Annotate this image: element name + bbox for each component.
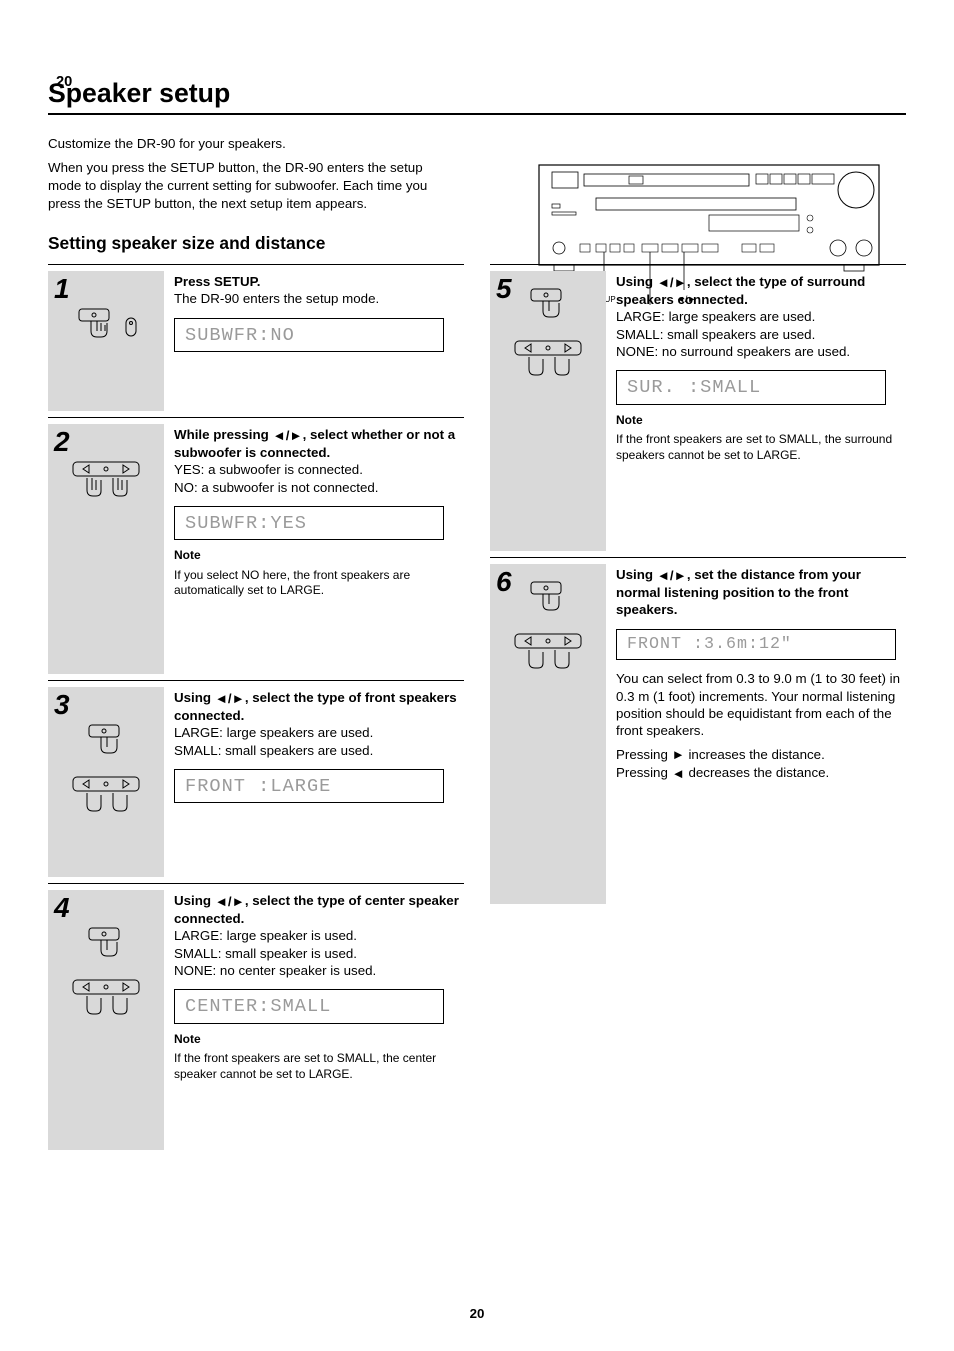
step-1: 1 Press SETU bbox=[48, 264, 464, 411]
step-2-body1: YES: a subwoofer is connected. bbox=[174, 461, 464, 478]
press-hand-icon bbox=[73, 305, 119, 351]
step-3-body2: SMALL: small speakers are used. bbox=[174, 742, 464, 759]
step-4-left: 4 bbox=[48, 890, 164, 1150]
step-5-body2: SMALL: small speakers are used. bbox=[616, 326, 906, 343]
intro-line2: When you press the SETUP button, the DR-… bbox=[48, 159, 458, 213]
step-6-body3-post: decreases the distance. bbox=[685, 765, 829, 780]
arrow-buttons-hands-icon bbox=[67, 976, 145, 1032]
press-hand-icon bbox=[83, 924, 129, 970]
press-hand-icon bbox=[83, 721, 129, 767]
left-right-arrow-icon: ◄/► bbox=[657, 567, 687, 584]
step-3-display: FRONT :LARGE bbox=[174, 769, 444, 803]
step-6-title-pre: Using bbox=[616, 567, 657, 582]
left-right-arrow-icon: ◄/► bbox=[215, 893, 245, 910]
step-4-title-pre: Using bbox=[174, 893, 215, 908]
page-number-top: 20 bbox=[56, 74, 72, 90]
step-6-body: Using ◄/►, set the distance from your no… bbox=[606, 564, 906, 904]
step-4-note-body: If the front speakers are set to SMALL, … bbox=[174, 1051, 464, 1082]
left-column: 1 Press SETU bbox=[48, 264, 464, 1156]
step-4: 4 bbox=[48, 883, 464, 1150]
right-column: 5 bbox=[490, 264, 906, 1156]
step-2-note-body: If you select NO here, the front speaker… bbox=[174, 568, 464, 599]
right-arrow-icon: ► bbox=[672, 746, 685, 763]
device-arrows-label: ◄/► bbox=[676, 294, 696, 304]
press-hand-icon bbox=[525, 578, 571, 624]
step-4-body2: SMALL: small speaker is used. bbox=[174, 945, 464, 962]
step-3-title-pre: Using bbox=[174, 690, 215, 705]
step-1-number: 1 bbox=[54, 273, 70, 305]
arrow-buttons-hands-icon bbox=[67, 458, 145, 514]
step-2-note-label: Note bbox=[174, 548, 201, 562]
intro-block: Customize the DR-90 for your speakers. W… bbox=[48, 135, 458, 213]
step-1-title: Press SETUP. bbox=[174, 274, 260, 289]
step-2-body: While pressing ◄/►, select whether or no… bbox=[164, 424, 464, 674]
step-4-body1: LARGE: large speaker is used. bbox=[174, 927, 464, 944]
step-4-body: Using ◄/►, select the type of center spe… bbox=[164, 890, 464, 1150]
step-1-body: Press SETUP. The DR-90 enters the setup … bbox=[164, 271, 464, 411]
step-5-display: SUR. :SMALL bbox=[616, 370, 886, 404]
page-number-bottom: 20 bbox=[470, 1306, 485, 1321]
page-title: Speaker setup bbox=[48, 78, 906, 109]
step-2: 2 While bbox=[48, 417, 464, 674]
step-6-number: 6 bbox=[496, 566, 512, 598]
step-5-note-body: If the front speakers are set to SMALL, … bbox=[616, 432, 906, 463]
columns: 1 Press SETU bbox=[48, 264, 906, 1156]
step-3-left: 3 bbox=[48, 687, 164, 877]
step-5-left: 5 bbox=[490, 271, 606, 551]
step-1-text: The DR-90 enters the setup mode. bbox=[174, 290, 464, 307]
step-6-display: FRONT :3.6m:12" bbox=[616, 629, 896, 661]
step-4-number: 4 bbox=[54, 892, 70, 924]
arrow-buttons-hands-icon bbox=[509, 630, 587, 686]
step-6-left: 6 bbox=[490, 564, 606, 904]
step-6: 6 bbox=[490, 557, 906, 904]
step-3-body1: LARGE: large speakers are used. bbox=[174, 724, 464, 741]
arrow-buttons-hands-icon bbox=[509, 337, 587, 393]
left-right-arrow-icon: ◄/► bbox=[273, 427, 303, 444]
step-3-number: 3 bbox=[54, 689, 70, 721]
step-6-body1: You can select from 0.3 to 9.0 m (1 to 3… bbox=[616, 670, 906, 739]
step-6-body2-post: increases the distance. bbox=[685, 747, 825, 762]
step-1-left: 1 bbox=[48, 271, 164, 411]
intro-line1: Customize the DR-90 for your speakers. bbox=[48, 135, 458, 153]
left-right-arrow-icon: ◄/► bbox=[215, 690, 245, 707]
arrow-buttons-hands-icon bbox=[67, 773, 145, 829]
left-arrow-icon: ◄ bbox=[672, 765, 685, 782]
step-6-body3-pre: Pressing bbox=[616, 765, 672, 780]
step-2-title-pre: While pressing bbox=[174, 427, 273, 442]
step-5-number: 5 bbox=[496, 273, 512, 305]
step-5-body3: NONE: no surround speakers are used. bbox=[616, 343, 906, 360]
step-2-left: 2 bbox=[48, 424, 164, 674]
step-4-display: CENTER:SMALL bbox=[174, 989, 444, 1023]
setup-button-icon bbox=[123, 315, 139, 341]
step-3-body: Using ◄/►, select the type of front spea… bbox=[164, 687, 464, 877]
step-4-note-label: Note bbox=[174, 1032, 201, 1046]
step-2-display: SUBWFR:YES bbox=[174, 506, 444, 540]
step-3: 3 bbox=[48, 680, 464, 877]
step-5-note-label: Note bbox=[616, 413, 643, 427]
step-4-body3: NONE: no center speaker is used. bbox=[174, 962, 464, 979]
step-1-display: SUBWFR:NO bbox=[174, 318, 444, 352]
step-2-number: 2 bbox=[54, 426, 70, 458]
title-rule bbox=[48, 113, 906, 115]
press-hand-icon bbox=[525, 285, 571, 331]
step-2-body2: NO: a subwoofer is not connected. bbox=[174, 479, 464, 496]
step-6-body2-pre: Pressing bbox=[616, 747, 672, 762]
